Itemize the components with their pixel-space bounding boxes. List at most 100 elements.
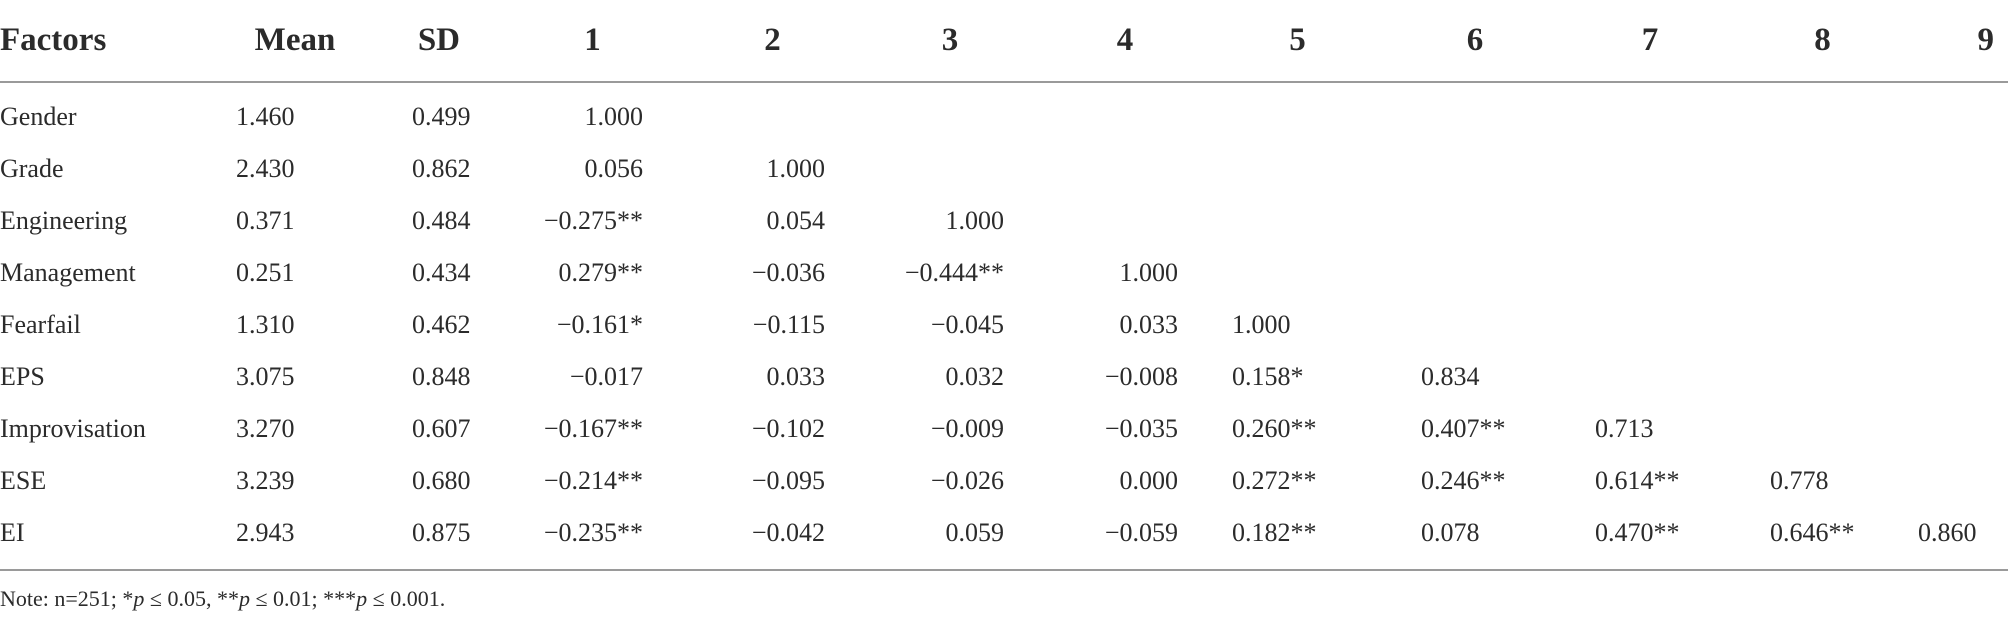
corr-value: −0.275** — [543, 206, 643, 235]
corr-cell-3: 1.000 — [860, 195, 1040, 247]
corr-cell-1: 1.000 — [500, 82, 685, 143]
corr-cell-1: −0.017 — [500, 351, 685, 403]
corr-value: 0.713 — [1595, 414, 1654, 443]
mean-value: 1.310 — [236, 310, 295, 339]
corr-cell-3 — [860, 82, 1040, 143]
corr-cell-3: −0.026 — [860, 455, 1040, 507]
corr-value: 0.158* — [1232, 362, 1304, 391]
corr-value: 0.054 — [766, 206, 826, 235]
corr-cell-7 — [1565, 143, 1735, 195]
corr-value: 1.000 — [1119, 258, 1179, 287]
corr-value: 1.000 — [584, 102, 644, 131]
header-col-8: 8 — [1735, 0, 1910, 83]
corr-cell-6 — [1385, 247, 1565, 299]
corr-cell-6 — [1385, 195, 1565, 247]
header-col-9: 9 — [1910, 0, 2008, 83]
corr-cell-8: 0.646** — [1735, 507, 1910, 567]
header-col-2: 2 — [685, 0, 860, 83]
corr-cell-2: 1.000 — [685, 143, 860, 195]
corr-value: 0.032 — [945, 362, 1005, 391]
sd-value: 0.848 — [412, 362, 471, 391]
corr-cell-2: 0.033 — [685, 351, 860, 403]
corr-cell-7 — [1565, 195, 1735, 247]
note-threshold-3: ≤ 0.001. — [367, 586, 446, 611]
corr-cell-8 — [1735, 403, 1910, 455]
corr-cell-1: 0.279** — [500, 247, 685, 299]
mean-value: 1.460 — [236, 102, 295, 131]
sd-value: 0.862 — [412, 154, 471, 183]
factor-name: EI — [0, 518, 25, 547]
corr-cell-2: −0.102 — [685, 403, 860, 455]
header-col-3: 3 — [860, 0, 1040, 83]
header-col-7: 7 — [1565, 0, 1735, 83]
corr-cell-1: −0.235** — [500, 507, 685, 567]
mean-value: 2.430 — [236, 154, 295, 183]
corr-cell-9 — [1910, 455, 2008, 507]
corr-cell-6 — [1385, 82, 1565, 143]
corr-value: −0.017 — [569, 362, 643, 391]
sd-value: 0.462 — [412, 310, 471, 339]
header-row: Factors Mean SD 1 2 3 4 5 6 7 8 9 — [0, 0, 2008, 83]
corr-value: −0.095 — [751, 466, 825, 495]
header-mean: Mean — [220, 0, 370, 83]
corr-value: −0.115 — [752, 310, 825, 339]
corr-cell-5: 0.260** — [1210, 403, 1385, 455]
corr-cell-5 — [1210, 143, 1385, 195]
corr-cell-3: −0.009 — [860, 403, 1040, 455]
table-body: Gender 1.460 0.499 1.000 Grade 2.430 0.862 0.05… — [0, 82, 2008, 567]
corr-cell-8 — [1735, 247, 1910, 299]
corr-cell-4: −0.059 — [1040, 507, 1210, 567]
corr-cell-9 — [1910, 403, 2008, 455]
corr-cell-1: −0.275** — [500, 195, 685, 247]
mean-value: 3.239 — [236, 466, 295, 495]
corr-cell-4: 0.000 — [1040, 455, 1210, 507]
corr-cell-7: 0.470** — [1565, 507, 1735, 567]
corr-value: −0.035 — [1104, 414, 1178, 443]
corr-cell-3: 0.059 — [860, 507, 1040, 567]
corr-cell-7 — [1565, 247, 1735, 299]
header-col-1: 1 — [500, 0, 685, 83]
corr-value: 0.182** — [1232, 518, 1317, 547]
corr-cell-4 — [1040, 82, 1210, 143]
corr-cell-3: −0.444** — [860, 247, 1040, 299]
note-prefix: Note: n=251; * — [0, 586, 134, 611]
corr-value: −0.045 — [930, 310, 1004, 339]
corr-value: 0.033 — [1119, 310, 1179, 339]
corr-cell-2: −0.036 — [685, 247, 860, 299]
corr-cell-5: 0.272** — [1210, 455, 1385, 507]
corr-cell-8 — [1735, 195, 1910, 247]
corr-cell-9 — [1910, 247, 2008, 299]
corr-cell-5 — [1210, 195, 1385, 247]
corr-cell-4: 1.000 — [1040, 247, 1210, 299]
corr-cell-6: 0.407** — [1385, 403, 1565, 455]
corr-value: −0.009 — [930, 414, 1004, 443]
corr-cell-8: 0.778 — [1735, 455, 1910, 507]
corr-cell-4: −0.008 — [1040, 351, 1210, 403]
corr-value: −0.026 — [930, 466, 1004, 495]
corr-cell-8 — [1735, 143, 1910, 195]
corr-cell-6: 0.834 — [1385, 351, 1565, 403]
table-note: Note: n=251; *p ≤ 0.05, **p ≤ 0.01; ***p… — [0, 586, 445, 612]
table-header: Factors Mean SD 1 2 3 4 5 6 7 8 9 — [0, 0, 2008, 83]
corr-value: 0.059 — [945, 518, 1005, 547]
factor-name: ESE — [0, 466, 47, 495]
corr-value: 0.000 — [1119, 466, 1179, 495]
mean-value: 3.075 — [236, 362, 295, 391]
corr-value: −0.036 — [751, 258, 825, 287]
header-sd: SD — [370, 0, 500, 83]
corr-value: −0.042 — [751, 518, 825, 547]
corr-cell-7 — [1565, 351, 1735, 403]
sd-value: 0.499 — [412, 102, 471, 131]
corr-cell-9 — [1910, 351, 2008, 403]
corr-value: 0.078 — [1421, 518, 1480, 547]
mean-value: 0.251 — [236, 258, 295, 287]
corr-value: −0.008 — [1104, 362, 1178, 391]
factor-name: Fearfail — [0, 310, 81, 339]
corr-cell-2: −0.115 — [685, 299, 860, 351]
header-col-6: 6 — [1385, 0, 1565, 83]
corr-cell-9: 0.860 — [1910, 507, 2008, 567]
corr-cell-7: 0.713 — [1565, 403, 1735, 455]
corr-value: 1.000 — [1232, 310, 1291, 339]
corr-cell-5: 1.000 — [1210, 299, 1385, 351]
table-row: Gender 1.460 0.499 1.000 — [0, 82, 2008, 143]
